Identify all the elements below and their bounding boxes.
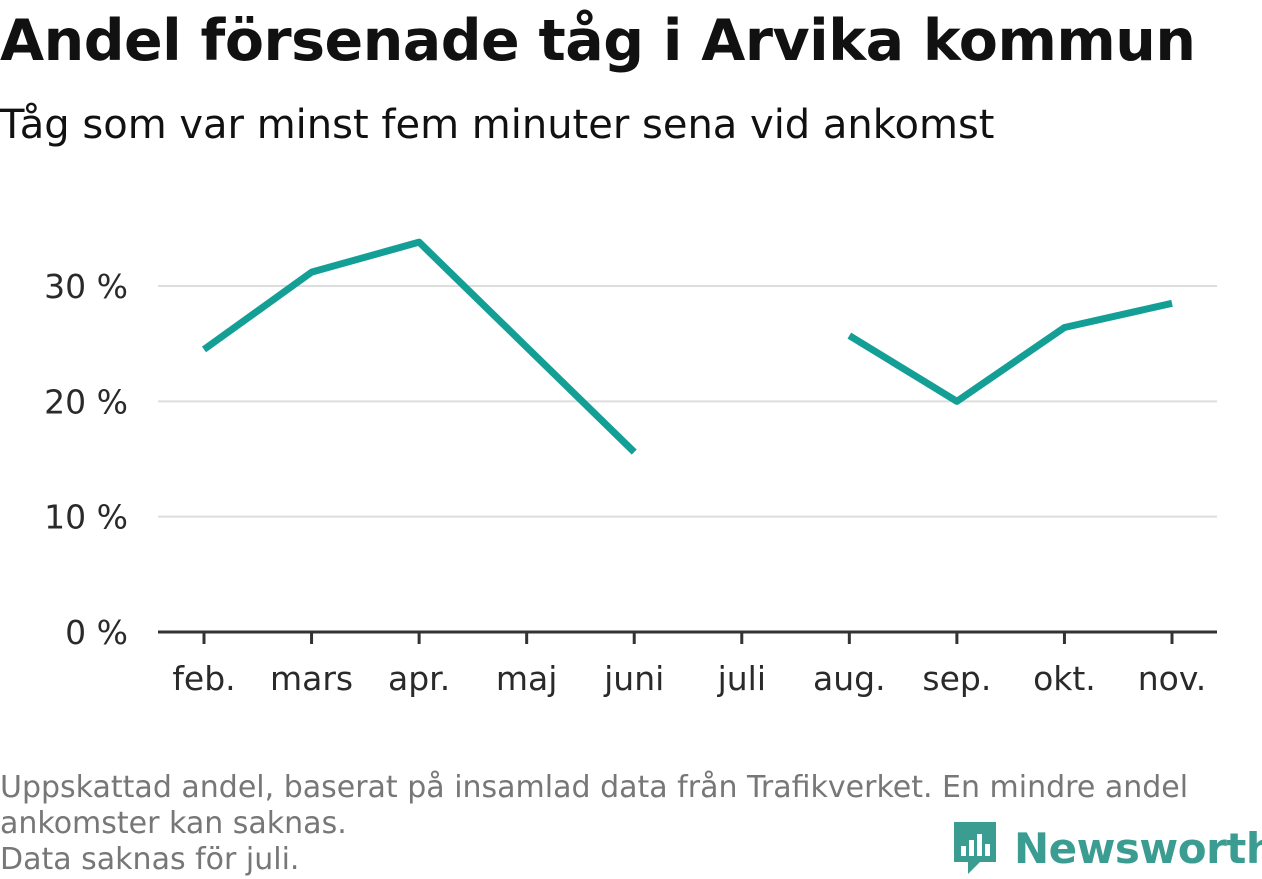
y-tick-label: 20 % bbox=[44, 382, 128, 421]
newsworthy-logo-icon bbox=[954, 822, 996, 874]
chart-subtitle: Tåg som var minst fem minuter sena vid a… bbox=[0, 102, 995, 148]
x-tick-label: nov. bbox=[1138, 659, 1207, 698]
y-tick-label: 30 % bbox=[44, 267, 128, 306]
line-chart: 0 % 10 % 20 % 30 % feb. mars apr. maj juni juli au… bbox=[44, 238, 1217, 698]
y-tick-label: 0 % bbox=[65, 613, 128, 652]
x-tick-label: apr. bbox=[388, 659, 450, 698]
brand-name: Newsworthy bbox=[1014, 823, 1262, 873]
chart-footnote: Uppskattad andel, baserat på insamlad da… bbox=[0, 770, 1250, 878]
footnote-line-1: Uppskattad andel, baserat på insamlad da… bbox=[0, 770, 1189, 805]
series-line bbox=[201, 238, 637, 455]
x-tick-label: sep. bbox=[922, 659, 991, 698]
x-tick-label: aug. bbox=[813, 659, 886, 698]
chart-title: Andel försenade tåg i Arvika kommun bbox=[0, 8, 1196, 74]
x-tick-label: mars bbox=[270, 659, 353, 698]
x-tick-label: juni bbox=[603, 659, 664, 698]
y-tick-label: 10 % bbox=[44, 498, 128, 537]
x-tick-label: maj bbox=[496, 659, 558, 698]
x-tick-label: juli bbox=[717, 659, 766, 698]
x-tick-label: okt. bbox=[1033, 659, 1096, 698]
series-line bbox=[847, 299, 1173, 405]
footnote-line-3: Data saknas för juli. bbox=[0, 842, 300, 877]
footnote-line-2: ankomster kan saknas. bbox=[0, 806, 347, 841]
x-tick-label: feb. bbox=[172, 659, 235, 698]
brand-logo: Newsworthy bbox=[950, 818, 1262, 878]
